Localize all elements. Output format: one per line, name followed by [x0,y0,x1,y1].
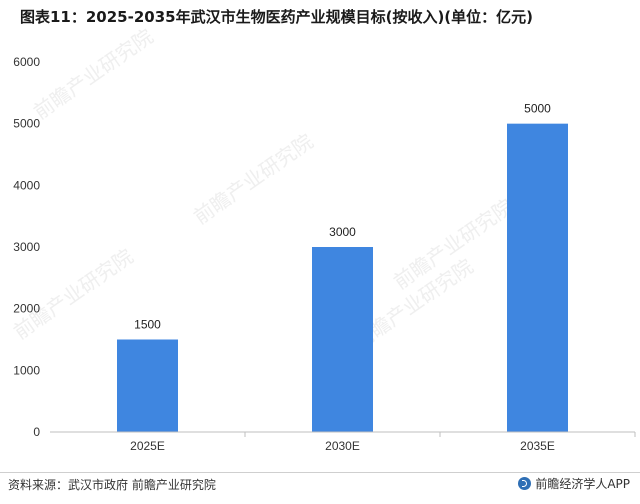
x-axis: 2025E 2030E 2035E [50,431,636,453]
bar-chart: 前瞻产业研究院 前瞻产业研究院 前瞻产业研究院 前瞻产业研究院 前瞻产业研究院 … [9,24,636,453]
watermark-text: 前瞻产业研究院 [29,24,157,124]
qianzhan-logo-icon [518,477,532,490]
y-tick-label: 1000 [13,363,40,377]
watermark-text: 前瞻产业研究院 [189,129,317,229]
footer-divider [0,472,640,473]
y-tick-label: 4000 [13,178,40,192]
brand-name: 前瞻经济学人APP [535,477,630,491]
y-axis: 0 1000 2000 3000 4000 5000 6000 [13,55,40,439]
x-tick-label: 2035E [520,439,555,453]
bar [117,339,178,432]
y-tick-label: 6000 [13,55,40,69]
data-label: 3000 [329,225,356,239]
brand-badge: 前瞻经济学人APP [518,475,630,492]
chart-title: 图表11：2025-2035年武汉市生物医药产业规模目标(按收入)(单位：亿元) [20,8,534,26]
bars: 1500 3000 5000 [117,102,568,433]
watermark-text: 前瞻产业研究院 [9,244,137,344]
bar [507,123,568,433]
data-label: 1500 [134,318,161,332]
data-label: 5000 [524,102,551,116]
watermarks: 前瞻产业研究院 前瞻产业研究院 前瞻产业研究院 前瞻产业研究院 前瞻产业研究院 [9,24,517,354]
source-note: 资料来源：武汉市政府 前瞻产业研究院 [8,478,216,492]
y-tick-label: 3000 [13,240,40,254]
x-tick-label: 2025E [130,439,165,453]
y-tick-label: 5000 [13,117,40,131]
y-tick-label: 2000 [13,302,40,316]
x-tick-label: 2030E [325,439,360,453]
bar [312,247,373,432]
y-tick-label: 0 [33,425,40,439]
